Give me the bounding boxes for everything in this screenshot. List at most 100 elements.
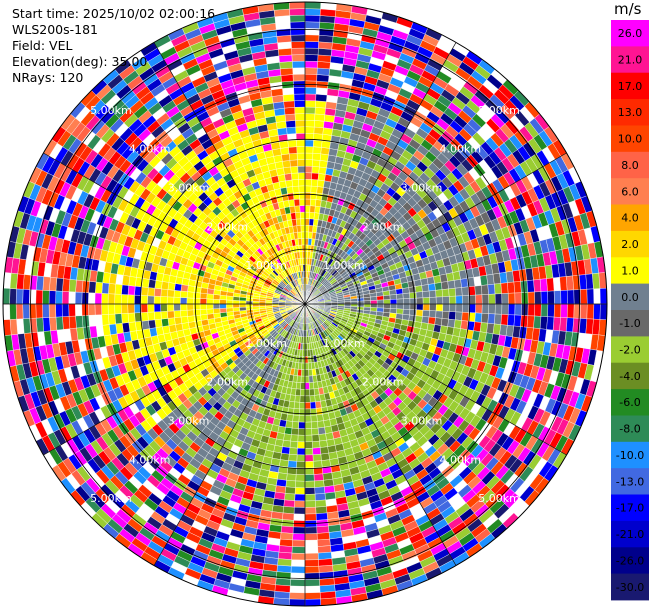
velocity-gate bbox=[304, 566, 320, 574]
velocity-gate bbox=[376, 303, 384, 309]
velocity-gate bbox=[283, 499, 295, 508]
velocity-gate bbox=[239, 303, 247, 308]
velocity-gate bbox=[304, 172, 313, 180]
velocity-gate bbox=[290, 434, 299, 442]
velocity-gate bbox=[199, 303, 207, 310]
velocity-gate bbox=[282, 512, 295, 521]
velocity-gate bbox=[310, 192, 317, 200]
velocity-gate bbox=[301, 362, 306, 370]
velocity-gate bbox=[232, 300, 240, 305]
velocity-gate bbox=[319, 160, 328, 168]
velocity-gate bbox=[403, 303, 411, 310]
velocity-gate bbox=[481, 284, 489, 295]
velocity-gate bbox=[9, 272, 18, 290]
velocity-gate bbox=[304, 231, 309, 239]
velocity-gate bbox=[282, 506, 295, 514]
velocity-gate bbox=[429, 303, 437, 312]
velocity-gate bbox=[304, 87, 317, 95]
velocity-gate bbox=[428, 316, 436, 325]
velocity-gate bbox=[290, 566, 306, 574]
velocity-gate bbox=[462, 295, 470, 305]
velocity-gate bbox=[288, 454, 298, 462]
velocity-gate bbox=[284, 493, 296, 501]
velocity-gate bbox=[319, 440, 328, 448]
velocity-gate bbox=[304, 362, 309, 370]
velocity-gate bbox=[292, 414, 300, 423]
velocity-gate bbox=[383, 299, 391, 305]
velocity-gate bbox=[304, 185, 312, 193]
velocity-gate bbox=[180, 297, 188, 305]
velocity-gate bbox=[299, 395, 306, 403]
velocity-gate bbox=[599, 303, 608, 320]
velocity-gate bbox=[579, 274, 588, 290]
velocity-gate bbox=[324, 491, 337, 501]
velocity-gate bbox=[313, 460, 323, 469]
velocity-gate bbox=[280, 452, 290, 461]
velocity-gate bbox=[586, 288, 595, 305]
velocity-gate bbox=[325, 101, 338, 110]
velocity-gate bbox=[114, 313, 123, 325]
velocity-gate bbox=[453, 279, 462, 289]
velocity-gate bbox=[275, 578, 291, 587]
velocity-gate bbox=[289, 447, 298, 455]
velocity-gate bbox=[308, 375, 314, 383]
velocity-gate bbox=[316, 525, 330, 534]
velocity-gate bbox=[409, 292, 417, 299]
velocity-gate bbox=[396, 298, 404, 305]
velocity-gate bbox=[283, 433, 292, 442]
velocity-gate bbox=[567, 289, 575, 305]
velocity-gate bbox=[193, 292, 201, 299]
velocity-gate bbox=[527, 291, 535, 305]
velocity-gate bbox=[304, 54, 319, 62]
velocity-gate bbox=[321, 140, 331, 149]
velocity-gate bbox=[206, 298, 214, 305]
velocity-gate bbox=[148, 319, 157, 329]
velocity-gate bbox=[219, 303, 227, 309]
velocity-gate bbox=[68, 303, 76, 317]
velocity-gate bbox=[9, 288, 17, 305]
velocity-gate bbox=[232, 307, 240, 312]
velocity-gate bbox=[121, 303, 129, 314]
velocity-gate bbox=[286, 473, 297, 482]
velocity-gate bbox=[279, 459, 289, 468]
velocity-gate bbox=[127, 285, 136, 296]
velocity-gate bbox=[282, 440, 291, 448]
velocity-gate bbox=[49, 277, 58, 292]
velocity-gate bbox=[481, 294, 489, 305]
velocity-gate bbox=[304, 179, 312, 187]
velocity-gate bbox=[304, 513, 317, 521]
velocity-gate bbox=[206, 313, 215, 320]
velocity-gate bbox=[318, 41, 333, 50]
velocity-gate bbox=[304, 434, 313, 443]
velocity-gate bbox=[494, 283, 502, 295]
velocity-gate bbox=[586, 303, 595, 320]
velocity-gate bbox=[409, 303, 417, 310]
velocity-gate bbox=[441, 288, 450, 297]
velocity-gate bbox=[252, 306, 260, 310]
velocity-gate bbox=[161, 318, 169, 327]
velocity-gate bbox=[317, 54, 332, 63]
velocity-gate bbox=[501, 303, 509, 315]
velocity-gate bbox=[317, 173, 326, 181]
velocity-gate bbox=[147, 287, 155, 297]
velocity-gate bbox=[455, 295, 463, 305]
velocity-gate bbox=[180, 303, 188, 311]
velocity-gate bbox=[101, 303, 109, 315]
velocity-gate bbox=[304, 198, 311, 206]
velocity-gate bbox=[317, 427, 326, 435]
velocity-gate bbox=[429, 296, 437, 305]
velocity-gate bbox=[428, 310, 437, 318]
velocity-gate bbox=[101, 314, 110, 326]
velocity-gate bbox=[304, 493, 316, 502]
velocity-gate bbox=[527, 303, 535, 317]
velocity-gate bbox=[154, 318, 163, 328]
velocity-gate bbox=[494, 313, 502, 325]
velocity-gate bbox=[294, 493, 306, 502]
velocity-gate bbox=[167, 289, 175, 298]
velocity-gate bbox=[500, 282, 509, 294]
velocity-gate bbox=[285, 480, 296, 488]
velocity-gate bbox=[316, 186, 324, 194]
velocity-gate bbox=[173, 296, 181, 305]
velocity-gate bbox=[314, 107, 326, 115]
velocity-gate bbox=[213, 312, 221, 319]
